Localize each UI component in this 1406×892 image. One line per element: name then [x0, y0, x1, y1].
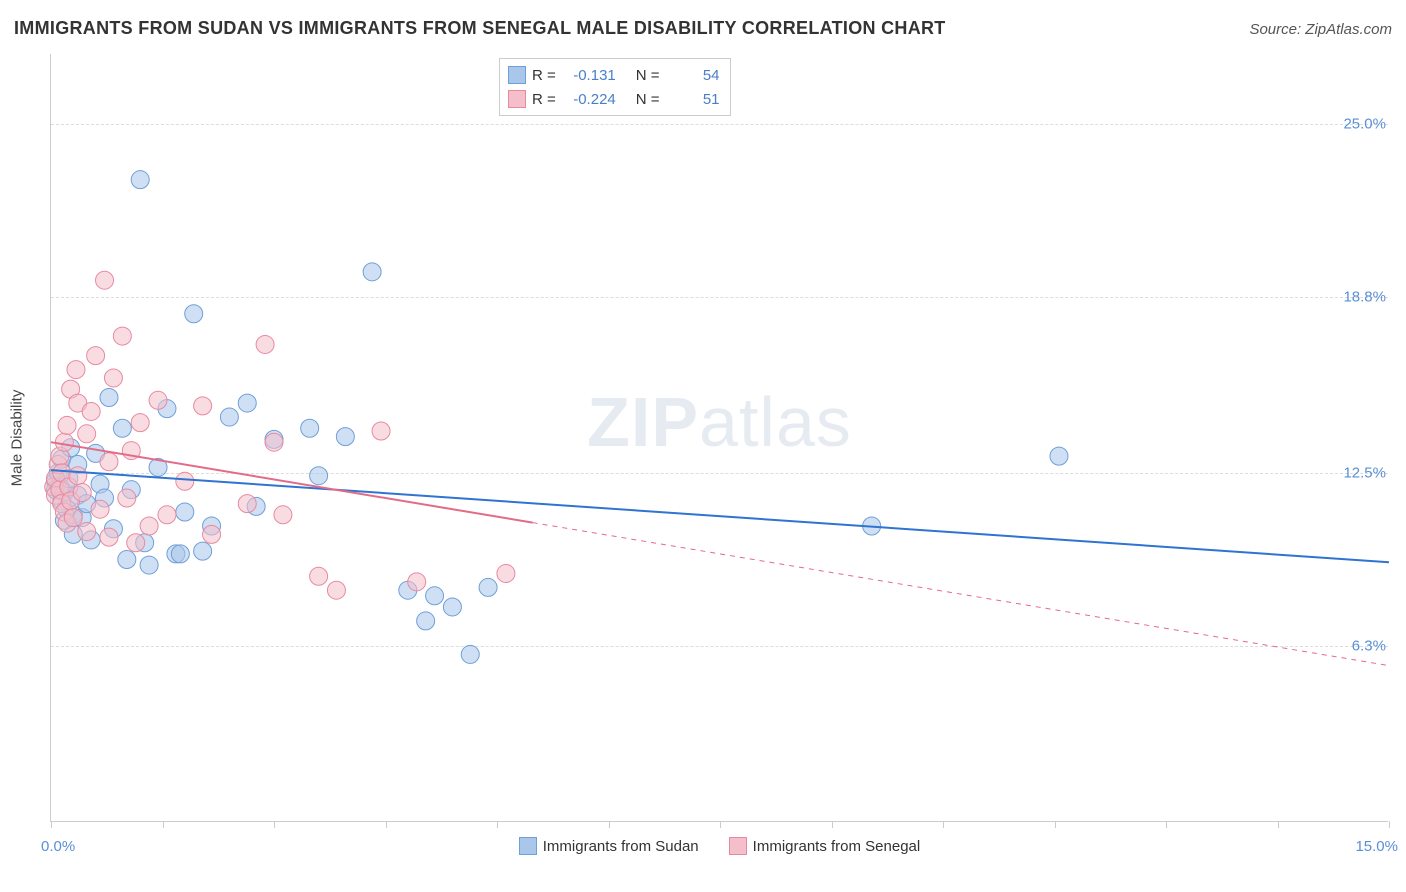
chart-svg	[51, 54, 1388, 821]
legend-n-label: N =	[636, 91, 660, 108]
data-point	[461, 645, 479, 663]
regression-line-extrapolated	[533, 523, 1389, 666]
data-point	[73, 483, 91, 501]
series-label-sudan: Immigrants from Sudan	[543, 838, 699, 855]
data-point	[238, 495, 256, 513]
x-tick	[274, 821, 275, 828]
data-point	[1050, 447, 1068, 465]
x-tick	[609, 821, 610, 828]
x-tick	[1389, 821, 1390, 828]
data-point	[113, 327, 131, 345]
source-label: Source: ZipAtlas.com	[1249, 21, 1392, 38]
regression-line	[51, 470, 1389, 562]
x-tick	[51, 821, 52, 828]
x-tick	[832, 821, 833, 828]
x-tick	[1278, 821, 1279, 828]
data-point	[171, 545, 189, 563]
data-point	[203, 525, 221, 543]
legend-r-value-senegal: -0.224	[562, 91, 616, 108]
data-point	[67, 361, 85, 379]
data-point	[256, 335, 274, 353]
data-point	[118, 489, 136, 507]
data-point	[118, 550, 136, 568]
data-point	[310, 567, 328, 585]
data-point	[131, 171, 149, 189]
data-point	[274, 506, 292, 524]
x-tick	[163, 821, 164, 828]
data-point	[176, 472, 194, 490]
data-point	[82, 402, 100, 420]
data-point	[100, 389, 118, 407]
data-point	[310, 467, 328, 485]
data-point	[100, 453, 118, 471]
legend-n-value-senegal: 51	[666, 91, 720, 108]
data-point	[176, 503, 194, 521]
data-point	[238, 394, 256, 412]
series-legend: Immigrants from Sudan Immigrants from Se…	[51, 837, 1388, 855]
legend-r-label: R =	[532, 67, 556, 84]
legend-row-senegal: R = -0.224 N = 51	[508, 87, 720, 111]
data-point	[417, 612, 435, 630]
data-point	[265, 433, 283, 451]
data-point	[78, 523, 96, 541]
data-point	[301, 419, 319, 437]
x-tick	[1166, 821, 1167, 828]
data-point	[158, 506, 176, 524]
x-tick	[1055, 821, 1056, 828]
regression-line	[51, 442, 533, 522]
data-point	[58, 416, 76, 434]
x-tick	[386, 821, 387, 828]
data-point	[363, 263, 381, 281]
legend-n-value-sudan: 54	[666, 67, 720, 84]
data-point	[443, 598, 461, 616]
data-point	[78, 425, 96, 443]
data-point	[87, 347, 105, 365]
correlation-legend: R = -0.131 N = 54 R = -0.224 N = 51	[499, 58, 731, 116]
series-swatch-sudan	[519, 837, 537, 855]
legend-r-value-sudan: -0.131	[562, 67, 616, 84]
data-point	[336, 428, 354, 446]
chart-title: IMMIGRANTS FROM SUDAN VS IMMIGRANTS FROM…	[14, 18, 946, 39]
data-point	[194, 397, 212, 415]
series-legend-sudan: Immigrants from Sudan	[519, 837, 699, 855]
data-point	[131, 414, 149, 432]
data-point	[91, 500, 109, 518]
data-point	[104, 369, 122, 387]
data-point	[140, 556, 158, 574]
data-point	[327, 581, 345, 599]
data-point	[220, 408, 238, 426]
series-legend-senegal: Immigrants from Senegal	[729, 837, 921, 855]
data-point	[69, 467, 87, 485]
data-point	[408, 573, 426, 591]
data-point	[64, 509, 82, 527]
data-point	[96, 271, 114, 289]
legend-row-sudan: R = -0.131 N = 54	[508, 63, 720, 87]
data-point	[55, 433, 73, 451]
legend-n-label: N =	[636, 67, 660, 84]
y-axis-title: Male Disability	[9, 389, 26, 486]
data-point	[127, 534, 145, 552]
data-point	[479, 578, 497, 596]
data-point	[426, 587, 444, 605]
data-point	[497, 564, 515, 582]
data-point	[100, 528, 118, 546]
plot-area: Male Disability ZIPatlas 6.3%12.5%18.8%2…	[50, 54, 1388, 822]
legend-swatch-sudan	[508, 66, 526, 84]
x-tick	[720, 821, 721, 828]
legend-r-label: R =	[532, 91, 556, 108]
data-point	[113, 419, 131, 437]
data-point	[185, 305, 203, 323]
data-point	[149, 391, 167, 409]
series-swatch-senegal	[729, 837, 747, 855]
x-tick	[943, 821, 944, 828]
data-point	[194, 542, 212, 560]
series-label-senegal: Immigrants from Senegal	[753, 838, 921, 855]
legend-swatch-senegal	[508, 90, 526, 108]
data-point	[372, 422, 390, 440]
x-tick	[497, 821, 498, 828]
data-point	[140, 517, 158, 535]
